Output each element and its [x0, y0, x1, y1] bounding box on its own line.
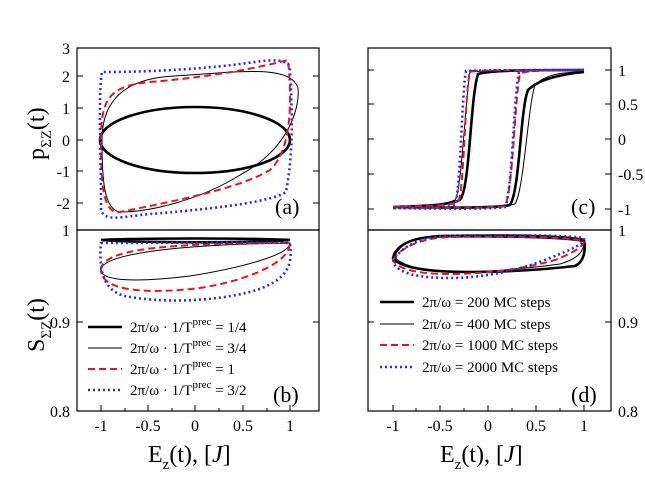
legend-right-entry-2: 2π/ω = 400 MC steps [422, 317, 551, 333]
panel-b-ytick-08: 0.8 [50, 404, 70, 421]
panel-c-ytick-0: 0 [618, 132, 626, 149]
panel-a-ytick-3: 3 [62, 41, 70, 58]
panel-d-ytick-08: 0.8 [618, 404, 638, 421]
panel-d-ytick-1: 1 [618, 223, 626, 240]
panel-a-curves [98, 58, 299, 219]
panel-d-curves [391, 234, 587, 280]
panel-c-ytick-1: 1 [618, 63, 626, 80]
legend-left: 2π/ω · 1/Tprec = 1/4 2π/ω · 1/Tprec = 3/… [88, 316, 247, 399]
panel-d-xtick-05: 0.5 [526, 418, 546, 435]
xlabel-left: Ez(t), [J] [148, 442, 231, 473]
panel-c-series-dotted-loop [392, 68, 585, 210]
panel-a-ytick-m1: -1 [57, 164, 70, 181]
panel-b-frame [76, 229, 320, 412]
panel-a-ytick-m2: -2 [57, 196, 70, 213]
panel-b-series-thick [100, 237, 291, 244]
panel-d-frame [367, 229, 612, 412]
legend-right-entry-4: 2π/ω = 2000 MC steps [422, 360, 558, 376]
panel-c-curves [392, 68, 585, 210]
legend-right-entry-3: 2π/ω = 1000 MC steps [422, 338, 558, 354]
panel-b-xtick-m05: -0.5 [135, 418, 160, 435]
panel-b-xtick-0: 0 [191, 418, 199, 435]
ylabel-top: pΣZ(t) [24, 107, 55, 160]
panel-a-yticks [77, 47, 319, 204]
panel-b-series-dashed [99, 241, 292, 292]
panel-d-xtick-m1: -1 [386, 418, 399, 435]
legend-right-entry-1: 2π/ω = 200 MC steps [422, 295, 551, 311]
panel-b-label: (b) [273, 382, 299, 407]
panel-a-label: (a) [275, 194, 299, 219]
panel-d-series-dashed [391, 235, 586, 276]
ylabel-bottom: SΣZ(t) [24, 298, 55, 352]
panel-c-series-thick-loop [392, 68, 585, 209]
panel-b-xtick-05: 0.5 [233, 418, 253, 435]
panel-d-ytick-09: 0.9 [618, 315, 638, 332]
panel-b-ticks [77, 321, 319, 412]
panel-b-ytick-1: 1 [62, 223, 70, 240]
panel-c-label: (c) [571, 194, 595, 219]
panel-b-xtick-1: 1 [286, 418, 294, 435]
panel-a-ytick-0: 0 [62, 133, 70, 150]
panel-c-series-dashed-loop [392, 69, 585, 209]
panel-c-series-thick [393, 72, 584, 207]
panel-b-series-dotted [99, 241, 292, 302]
panel-d-ticks [368, 321, 611, 411]
panel-c-yticks [368, 69, 611, 210]
panel-c-ytick-m1: -1 [618, 202, 631, 219]
panel-b-xtick-m1: -1 [94, 418, 107, 435]
legend-left-entry-1: 2π/ω · 1/Tprec = 1/4 [130, 316, 247, 336]
legend-left-entry-4: 2π/ω · 1/Tprec = 3/2 [130, 379, 247, 399]
panel-a-ytick-2: 2 [62, 69, 70, 86]
panel-d-xtick-m05: -0.5 [427, 418, 452, 435]
panel-b-ytick-09: 0.9 [50, 315, 70, 332]
panel-c-ytick-05: 0.5 [618, 97, 638, 114]
legend-left-entry-3: 2π/ω · 1/Tprec = 1 [130, 358, 235, 378]
panel-a-series-thick [98, 105, 292, 175]
panel-d-series-dotted [391, 234, 586, 280]
panel-a-ytick-1: 1 [62, 101, 70, 118]
xlabel-right: Ez(t), [J] [440, 442, 523, 473]
panel-d-label: (d) [571, 382, 597, 407]
legend-left-entry-2: 2π/ω · 1/Tprec = 3/4 [130, 337, 247, 357]
panel-a-series-thin [101, 71, 299, 213]
panel-b-series-thin [100, 242, 291, 281]
panel-b-curves [99, 237, 292, 302]
panel-a-series-dashed [99, 58, 292, 214]
panel-d-xtick-0: 0 [484, 418, 492, 435]
panel-c-ytick-m05: -0.5 [618, 167, 643, 184]
panel-d-xtick-1: 1 [580, 418, 588, 435]
panel-a-series-dotted [98, 59, 294, 219]
legend-right: 2π/ω = 200 MC steps 2π/ω = 400 MC steps … [380, 295, 558, 376]
panel-c-series-thin-loop [392, 69, 585, 209]
